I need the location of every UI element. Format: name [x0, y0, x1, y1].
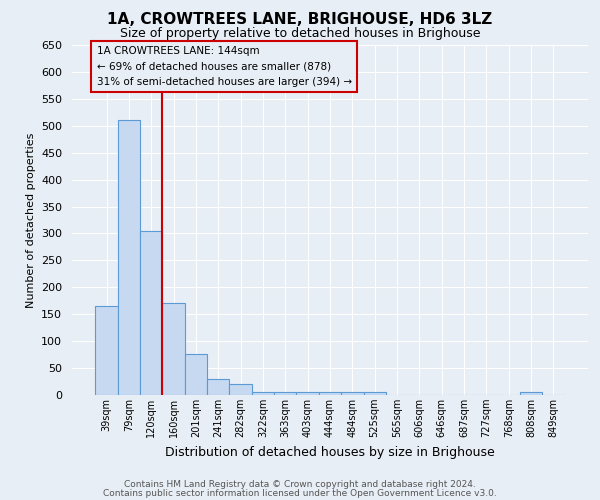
Text: Contains public sector information licensed under the Open Government Licence v3: Contains public sector information licen…: [103, 489, 497, 498]
Bar: [95, 306, 118, 395]
Bar: [319, 392, 341, 395]
Text: Size of property relative to detached houses in Brighouse: Size of property relative to detached ho…: [120, 28, 480, 40]
Bar: [118, 120, 140, 395]
Text: 1A, CROWTREES LANE, BRIGHOUSE, HD6 3LZ: 1A, CROWTREES LANE, BRIGHOUSE, HD6 3LZ: [107, 12, 493, 28]
Bar: [364, 392, 386, 395]
Bar: [207, 379, 229, 395]
Bar: [274, 392, 296, 395]
Bar: [520, 392, 542, 395]
Bar: [140, 231, 163, 395]
Bar: [341, 392, 364, 395]
Y-axis label: Number of detached properties: Number of detached properties: [26, 132, 35, 308]
Bar: [229, 384, 252, 395]
Bar: [296, 392, 319, 395]
Text: 1A CROWTREES LANE: 144sqm
← 69% of detached houses are smaller (878)
31% of semi: 1A CROWTREES LANE: 144sqm ← 69% of detac…: [97, 46, 352, 88]
Text: Contains HM Land Registry data © Crown copyright and database right 2024.: Contains HM Land Registry data © Crown c…: [124, 480, 476, 489]
Bar: [185, 354, 207, 395]
Bar: [252, 392, 274, 395]
X-axis label: Distribution of detached houses by size in Brighouse: Distribution of detached houses by size …: [165, 446, 495, 458]
Bar: [163, 304, 185, 395]
